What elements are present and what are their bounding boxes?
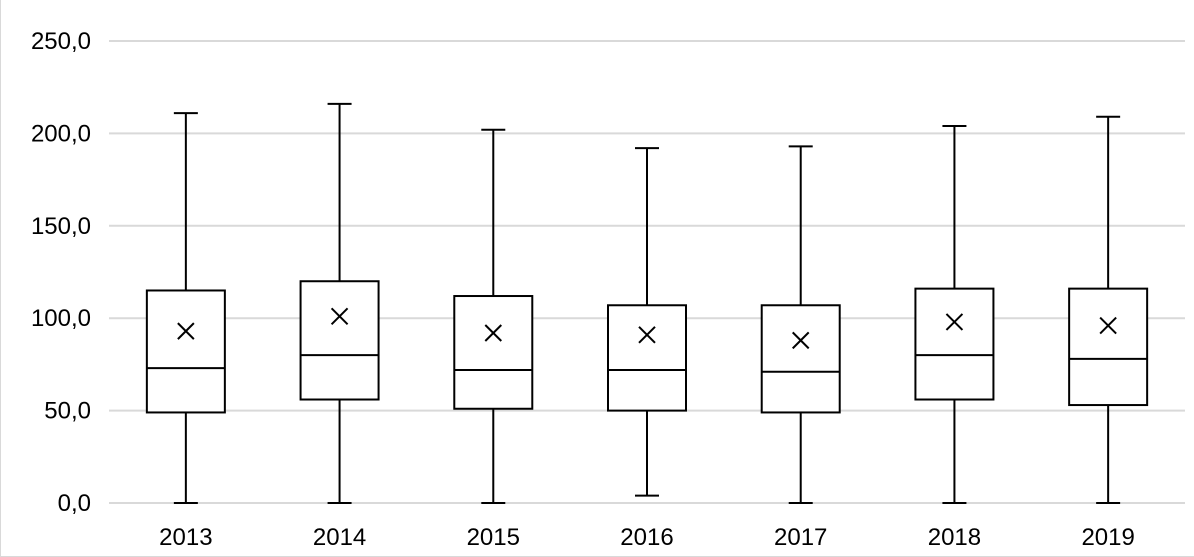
box-rect: [607, 304, 687, 412]
mean-marker: [792, 331, 810, 350]
x-tick-label: 2018: [928, 524, 981, 551]
x-tick-label: 2019: [1081, 524, 1134, 551]
y-tick-label: 100,0: [31, 305, 91, 332]
mean-marker-stroke: [792, 331, 810, 350]
mean-marker: [945, 313, 964, 331]
box-rect: [145, 289, 226, 414]
x-tick-label: 2016: [620, 524, 673, 551]
box-rect: [760, 304, 841, 414]
box-rect: [299, 280, 380, 401]
box-2014: [299, 102, 380, 504]
x-tick-label: 2013: [159, 524, 212, 551]
mean-marker: [638, 326, 656, 344]
box-rect: [453, 295, 534, 410]
boxes: [145, 102, 1149, 504]
box-2019: [1068, 115, 1149, 504]
mean-marker-stroke: [177, 322, 195, 340]
y-tick-label: 0,0: [58, 490, 91, 517]
box-2017: [760, 145, 841, 504]
y-axis-tick-labels: 0,0 50,0 100,0 150,0 200,0 250,0: [31, 28, 91, 517]
mean-marker-stroke: [945, 313, 964, 331]
mean-marker-stroke: [638, 326, 656, 344]
y-tick-label: 250,0: [31, 28, 91, 55]
y-tick-label: 200,0: [31, 120, 91, 147]
y-tick-label: 50,0: [44, 398, 91, 425]
box-2015: [453, 128, 534, 504]
mean-marker: [1099, 316, 1117, 335]
mean-marker-stroke: [484, 324, 502, 342]
y-tick-label: 150,0: [31, 213, 91, 240]
mean-marker: [484, 324, 502, 342]
mean-marker-stroke: [330, 307, 349, 326]
mean-marker: [177, 322, 195, 340]
mean-marker-stroke: [1099, 316, 1117, 335]
x-axis-tick-labels: 2013 2014 2015 2016 2017 2018 2019: [159, 524, 1135, 551]
x-tick-label: 2014: [313, 524, 366, 551]
box-2016: [607, 147, 687, 497]
box-2013: [145, 112, 226, 504]
x-tick-label: 2017: [774, 524, 827, 551]
box-rect: [914, 287, 995, 401]
x-tick-label: 2015: [467, 524, 520, 551]
mean-marker: [330, 307, 349, 326]
box-2018: [914, 125, 995, 504]
box-rect: [1068, 287, 1149, 407]
